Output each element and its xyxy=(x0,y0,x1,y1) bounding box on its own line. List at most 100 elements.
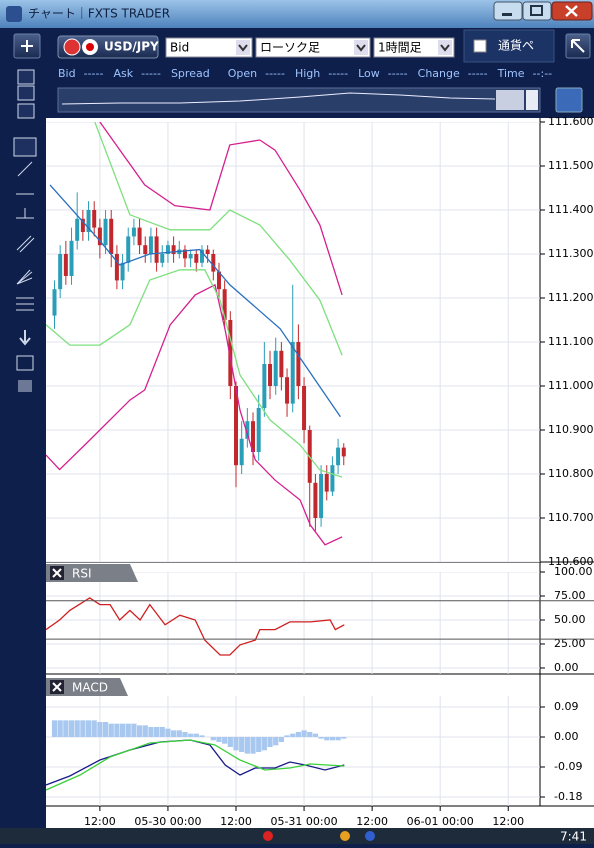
x-tick-label: 12:00 xyxy=(84,815,116,828)
candle-body xyxy=(211,254,216,272)
navigator-trace xyxy=(61,92,496,105)
candle-body xyxy=(143,245,148,254)
macd-plot xyxy=(46,696,540,806)
y-tick-label: 111.400 xyxy=(548,203,594,216)
zoom-button[interactable] xyxy=(555,87,583,113)
tool-draw[interactable] xyxy=(13,137,37,157)
tool-download[interactable] xyxy=(19,330,31,346)
y-tick-label: 100.00 xyxy=(554,565,593,578)
y-tick-label: 0.00 xyxy=(554,661,579,674)
tool-pointer[interactable] xyxy=(17,69,35,85)
candle-body xyxy=(251,421,256,452)
tool-fan[interactable] xyxy=(16,269,33,285)
candle-body xyxy=(313,482,318,518)
histogram-bar xyxy=(278,737,284,742)
candle-body xyxy=(256,408,261,452)
app-icon xyxy=(6,6,22,22)
histogram-bar xyxy=(119,723,126,737)
y-tick-label: -0.18 xyxy=(554,790,582,803)
quote-label: Change xyxy=(418,67,460,80)
histogram-bar xyxy=(57,720,63,737)
tray-icon xyxy=(365,831,375,841)
candle-body xyxy=(336,447,341,466)
close-icon xyxy=(565,5,578,17)
timeframe-select[interactable] xyxy=(373,37,455,58)
candle-body xyxy=(296,342,301,386)
histogram-bar xyxy=(329,737,336,741)
histogram-bar xyxy=(91,720,97,737)
candle-body xyxy=(290,342,295,404)
y-tick-label: 111.300 xyxy=(548,247,594,260)
maximize-button[interactable] xyxy=(522,1,552,21)
dropdown-arrow xyxy=(238,44,248,52)
histogram-bar xyxy=(227,737,233,747)
tool-camera[interactable] xyxy=(18,380,32,392)
rsi-title: RSI xyxy=(72,567,92,581)
y-tick-label: 110.800 xyxy=(548,467,594,480)
indicator-line xyxy=(46,269,343,478)
y-tick-label: 111.200 xyxy=(548,291,594,304)
histogram-bar xyxy=(165,728,171,737)
quote-label: Time xyxy=(497,67,525,80)
price-type-select[interactable] xyxy=(165,37,253,58)
chart-type-select[interactable] xyxy=(255,37,371,58)
symbol: USD/JPY xyxy=(104,40,159,54)
quote-value: ----- xyxy=(84,67,104,80)
candle-body xyxy=(58,254,63,290)
maximize-icon xyxy=(530,5,543,16)
candle-body xyxy=(109,218,114,254)
tool-channel[interactable] xyxy=(16,235,35,253)
tool-hand[interactable] xyxy=(17,103,35,119)
indicator-line xyxy=(49,184,341,418)
candle-body xyxy=(165,245,170,254)
pair-checkbox[interactable] xyxy=(473,39,487,53)
quote-value: ----- xyxy=(328,67,348,80)
candle-body xyxy=(302,386,307,430)
tool-crosshair[interactable] xyxy=(17,85,35,101)
minimize-icon xyxy=(502,13,512,16)
dropdown-arrow-box xyxy=(438,40,452,55)
rsi-close-icon xyxy=(52,568,62,578)
navigator-handle[interactable] xyxy=(496,90,524,110)
histogram-bar xyxy=(102,722,109,737)
navigator[interactable] xyxy=(57,87,541,113)
y-tick-label: 50.00 xyxy=(554,613,586,626)
navigator-scroll[interactable] xyxy=(526,90,538,110)
rsi-header xyxy=(46,564,138,582)
candle-body xyxy=(273,350,278,386)
histogram-bar xyxy=(68,720,75,737)
macd-title: MACD xyxy=(72,681,108,695)
histogram-bar xyxy=(244,737,250,754)
clock: 7:41 xyxy=(560,830,587,844)
histogram-bar xyxy=(312,733,319,737)
tool-trendline[interactable] xyxy=(17,161,33,177)
y-tick-label: 110.600 xyxy=(548,555,594,568)
minimize-button[interactable] xyxy=(493,1,523,21)
tool-palette xyxy=(13,69,37,392)
histogram-bar xyxy=(267,737,273,747)
y-tick-label: 75.00 xyxy=(554,589,586,602)
histogram-bar xyxy=(131,723,137,737)
tool-fibo[interactable] xyxy=(16,297,34,311)
x-tick-label: 05-31 00:00 xyxy=(270,815,337,828)
y-tick-label: 110.900 xyxy=(548,423,594,436)
candle-body xyxy=(285,377,290,404)
candle-body xyxy=(199,249,204,263)
symbol-button[interactable] xyxy=(57,35,159,59)
tool-vline[interactable] xyxy=(16,208,34,219)
chart-area xyxy=(46,118,594,828)
quote-label: High xyxy=(295,67,320,80)
candle-body xyxy=(69,240,74,276)
candle-body xyxy=(86,210,91,232)
candle-body xyxy=(131,227,136,237)
histogram-bar xyxy=(273,737,279,746)
candle-body xyxy=(194,254,199,263)
axes: 12:00 05-30 00:00 12:00 05-31 00:00 12:00 06-… xyxy=(46,115,594,828)
histogram-bar xyxy=(335,737,341,741)
dropdown-arrow xyxy=(356,44,366,52)
tool-list[interactable] xyxy=(16,355,34,371)
candle-body xyxy=(92,210,97,228)
histogram-bar xyxy=(261,737,267,751)
histogram-bar xyxy=(159,727,165,737)
